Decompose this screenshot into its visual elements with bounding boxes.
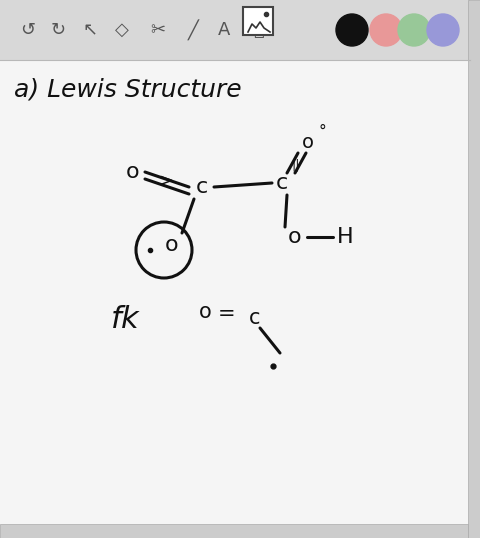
Text: o: o — [165, 235, 179, 255]
Text: ↺: ↺ — [21, 21, 36, 39]
FancyBboxPatch shape — [468, 0, 480, 538]
Text: =: = — [218, 304, 236, 324]
Circle shape — [370, 14, 402, 46]
Text: o: o — [199, 302, 211, 322]
Text: o: o — [302, 133, 314, 152]
Text: H: H — [336, 227, 353, 247]
FancyBboxPatch shape — [0, 0, 470, 60]
Text: o: o — [288, 227, 302, 247]
Text: ✂: ✂ — [150, 21, 166, 39]
Text: ◇: ◇ — [115, 21, 129, 39]
Text: c: c — [196, 177, 208, 197]
Text: ↖: ↖ — [83, 21, 97, 39]
Text: ⛰: ⛰ — [252, 21, 264, 39]
Text: ||: || — [292, 159, 300, 172]
Circle shape — [336, 14, 368, 46]
Text: >: > — [158, 172, 173, 189]
Text: o: o — [126, 162, 140, 182]
Text: ↻: ↻ — [50, 21, 66, 39]
FancyBboxPatch shape — [0, 524, 468, 538]
Text: $\it{f}$: $\it{f}$ — [110, 306, 126, 335]
Text: °: ° — [318, 124, 326, 138]
Text: k: k — [121, 306, 139, 335]
FancyBboxPatch shape — [243, 7, 273, 35]
Text: a) Lewis Structure: a) Lewis Structure — [14, 78, 241, 102]
Circle shape — [427, 14, 459, 46]
Text: c: c — [276, 173, 288, 193]
Text: A: A — [218, 21, 230, 39]
Circle shape — [398, 14, 430, 46]
Text: ╱: ╱ — [188, 19, 198, 40]
Text: c: c — [249, 308, 261, 328]
